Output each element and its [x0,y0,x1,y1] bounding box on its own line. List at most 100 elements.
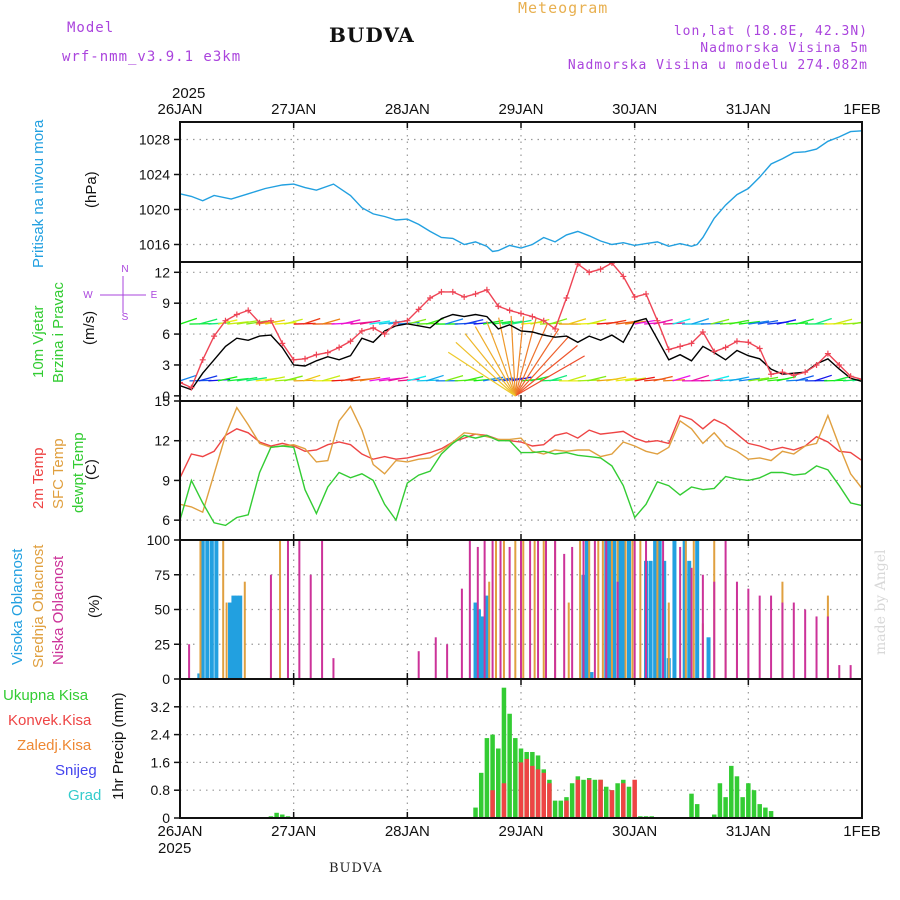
gust-marker [756,345,763,352]
wind-arrow [530,375,550,382]
wind-arrow [455,341,516,397]
wind-arrow [217,319,238,325]
ukupna-kisa-bar [689,793,694,818]
wind-arrow [407,375,427,382]
y-tick-label: 1016 [139,237,170,253]
ukupna-kisa-bar [740,797,745,818]
wind-arrow [729,376,750,382]
niska-oblacnost-bar [269,574,272,679]
y-tick-label: 0 [162,388,170,404]
pressure-panel: 1016 1020 1024 1028 [139,121,863,263]
niska-oblacnost-bar [849,665,852,679]
wind-arrow [407,318,427,325]
konvek-kisa-bar [524,758,529,818]
wind-arrow [284,318,303,325]
model-altitude-text: Nadmorska Visina u modelu 274.082m [567,58,868,73]
gust-marker [529,313,536,320]
visoka-oblacnost-bar [687,560,692,679]
sfc-temp-line [180,404,862,514]
wind-arrow [634,376,655,382]
gust-marker [233,311,240,318]
wind-arrow [729,319,750,325]
niska-oblacnost-bar [554,540,557,679]
wind-arrow [501,320,524,325]
gust-marker [495,303,502,310]
wind-arrow [359,376,381,382]
x-tick-label-bottom: 1FEB [843,823,881,840]
y-tick-label: 3.2 [151,699,171,715]
x-tick-label-top: 28JAN [385,101,430,118]
x-tick-label-top: 1FEB [843,101,881,118]
wind-arrow [568,318,587,325]
ukupna-kisa-bar [513,738,518,818]
wind-arrow [691,374,710,382]
gust-marker [449,288,456,295]
gust-marker [358,327,365,334]
ukupna-kisa-bar [717,783,723,818]
gust-marker [211,333,218,340]
wind-arrow [246,377,267,382]
wind-arrow [464,333,516,397]
gust-marker [336,344,343,351]
y-tick-label: 0 [162,671,170,687]
konvek-kisa-bar [541,772,546,818]
ukupna-kisa-bar [729,765,734,818]
wind-arrow [510,315,516,396]
y-tick-label: 50 [154,602,170,618]
x-tick-label-bottom: 26JAN [157,823,202,840]
ukupna-kisa-bar [711,814,717,818]
niska-oblacnost-bar [792,602,795,679]
gust-marker [290,356,297,363]
gust-marker [540,317,547,324]
wind-arrow [198,375,218,382]
wind-arrow [748,377,770,382]
wind-arrow [486,320,516,397]
gust-marker [302,355,309,362]
niska-oblacnost-bar [770,595,773,679]
gust-marker [324,349,331,356]
wind-arrow [757,319,779,325]
srednja-oblacnost-bar [533,540,536,679]
compass-rose: N S W E [83,264,157,323]
srednja-oblacnost-bar [243,581,246,679]
wind-arrow [482,376,504,382]
gust-marker [802,369,809,376]
srednja-oblacnost-bar [522,540,525,679]
visoka-oblacnost-bar [480,616,485,679]
niska-oblacnost-bar [434,637,437,679]
y-tick-label: 1028 [139,132,170,148]
niska-oblacnost-bar [298,540,301,679]
gust-marker [620,273,627,280]
wind-plot-area [180,262,862,397]
gust-marker [643,290,650,297]
wind-arrow [302,374,321,382]
legend-convective-rain: Konvek.Kisa [8,712,92,729]
wind-arrow [514,345,578,397]
wind-arrow [795,375,814,382]
x-tick-label-top: 30JAN [612,101,657,118]
gust-marker [438,288,445,295]
niska-oblacnost-bar [508,546,511,679]
srednja-oblacnost-bar [601,540,604,679]
ukupna-kisa-bar [723,797,728,818]
visoka-oblacnost-bar [484,595,489,679]
ukupna-kisa-bar [484,738,490,818]
visoka-oblacnost-bar [214,540,219,679]
niska-oblacnost-bar [758,595,761,679]
visoka-oblacnost-bar [621,540,626,679]
visoka-oblacnost-bar [695,540,700,679]
niska-oblacnost-bar [701,574,704,679]
niska-oblacnost-bar [309,574,312,679]
model-name: wrf-nmm_v3.9.1 e3km [62,49,242,65]
wind-arrow [236,320,258,325]
niska-oblacnost-bar [188,644,191,679]
srednja-oblacnost-bar [199,540,202,679]
y-tick-label: 0.8 [151,782,171,798]
niska-oblacnost-bar [679,546,682,679]
niska-oblacnost-bar [332,658,335,679]
wind-arrow [568,374,587,382]
y-tick-label: 12 [154,433,170,449]
x-tick-label-bottom: 31JAN [726,823,771,840]
gust-marker [347,338,354,345]
